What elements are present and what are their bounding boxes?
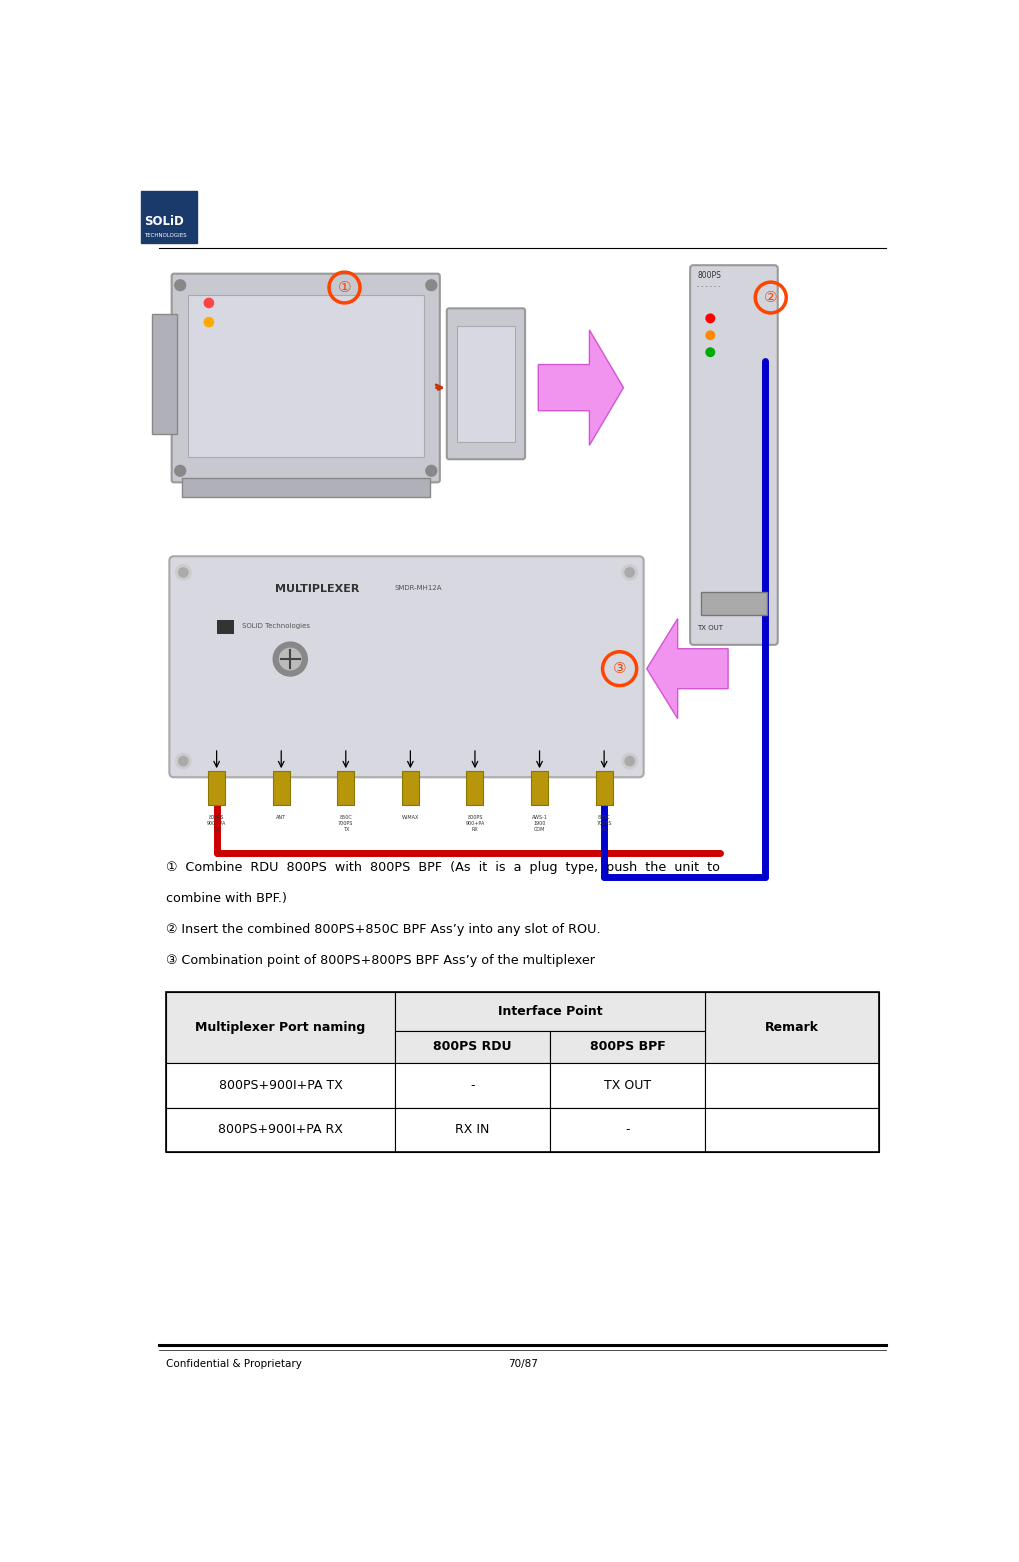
Text: Interface Point: Interface Point (497, 1004, 601, 1018)
Bar (595, 772, 612, 804)
Text: TX OUT: TX OUT (603, 1079, 650, 1092)
Text: -: - (625, 1123, 629, 1137)
Text: 800PS BPF: 800PS BPF (589, 1040, 664, 1053)
Text: 800PS+900I+PA TX: 800PS+900I+PA TX (218, 1079, 342, 1092)
Text: 800PS
900+PA
TX: 800PS 900+PA TX (207, 815, 226, 831)
Circle shape (204, 298, 213, 308)
Circle shape (622, 565, 637, 580)
FancyBboxPatch shape (690, 266, 776, 645)
Text: WIMAX: WIMAX (401, 815, 419, 820)
Bar (394, 1107, 549, 1153)
Bar (394, 992, 704, 1031)
Text: SMDR-MH12A: SMDR-MH12A (394, 586, 442, 590)
Text: ③: ③ (612, 661, 626, 676)
Bar (704, 1062, 878, 1107)
Text: 800PS
900+PA
RX: 800PS 900+PA RX (465, 815, 484, 831)
Bar (531, 772, 547, 804)
Circle shape (178, 756, 187, 765)
Bar (166, 992, 878, 1153)
Circle shape (175, 753, 191, 769)
Bar (166, 261, 887, 826)
FancyBboxPatch shape (171, 273, 439, 483)
Bar (272, 772, 289, 804)
Circle shape (175, 565, 191, 580)
Bar (704, 1107, 878, 1153)
Text: SOLiD: SOLiD (144, 216, 183, 228)
Bar (142, 191, 197, 242)
Text: ② Insert the combined 800PS+850C BPF Ass’y into any slot of ROU.: ② Insert the combined 800PS+850C BPF Ass… (166, 923, 600, 936)
Circle shape (178, 569, 187, 576)
Text: 70/87: 70/87 (507, 1359, 537, 1370)
Bar (152, 314, 177, 434)
Circle shape (204, 317, 213, 326)
Text: TECHNOLOGIES: TECHNOLOGIES (144, 233, 186, 237)
Circle shape (279, 648, 301, 670)
Text: SOLID Technologies: SOLID Technologies (242, 623, 310, 629)
Bar (549, 1107, 704, 1153)
Bar (394, 1031, 549, 1062)
Bar (704, 992, 878, 1062)
Text: 800PS RDU: 800PS RDU (433, 1040, 512, 1053)
Bar (549, 1062, 704, 1107)
Text: ①: ① (337, 280, 351, 295)
Bar (457, 326, 515, 442)
Circle shape (625, 569, 634, 576)
Circle shape (705, 314, 714, 323)
Bar (216, 620, 233, 634)
Bar (466, 772, 483, 804)
Text: 800PS+900I+PA RX: 800PS+900I+PA RX (218, 1123, 342, 1137)
Bar (208, 772, 225, 804)
Circle shape (625, 756, 634, 765)
Text: Confidential & Proprietary: Confidential & Proprietary (166, 1359, 302, 1370)
Bar (166, 1107, 394, 1153)
Circle shape (426, 280, 436, 291)
Circle shape (174, 465, 185, 476)
Text: ①  Combine  RDU  800PS  with  800PS  BPF  (As  it  is  a  plug  type,  push  the: ① Combine RDU 800PS with 800PS BPF (As i… (166, 861, 719, 875)
Text: Remark: Remark (764, 1022, 818, 1034)
Circle shape (705, 331, 714, 339)
Text: MULTIPLEXER: MULTIPLEXER (274, 584, 359, 594)
Polygon shape (646, 619, 728, 719)
FancyBboxPatch shape (169, 556, 643, 778)
Circle shape (622, 753, 637, 769)
Text: 850C
700PS
RX: 850C 700PS RX (596, 815, 611, 831)
Circle shape (705, 348, 714, 356)
FancyBboxPatch shape (446, 308, 525, 459)
Bar (181, 478, 429, 497)
Polygon shape (538, 330, 623, 445)
Text: 800PS: 800PS (696, 270, 720, 280)
Circle shape (273, 642, 307, 676)
Text: -: - (470, 1079, 474, 1092)
Bar (166, 1062, 394, 1107)
Circle shape (174, 280, 185, 291)
Text: ANT: ANT (276, 815, 286, 820)
Bar (401, 772, 419, 804)
Text: TX OUT: TX OUT (696, 625, 722, 631)
Bar (549, 1031, 704, 1062)
Text: RX IN: RX IN (454, 1123, 489, 1137)
Bar (187, 295, 423, 458)
Text: ②: ② (763, 291, 776, 305)
Bar (337, 772, 354, 804)
Bar (394, 1062, 549, 1107)
Text: AWS-1
1900
COM: AWS-1 1900 COM (531, 815, 547, 831)
Text: ③ Combination point of 800PS+800PS BPF Ass’y of the multiplexer: ③ Combination point of 800PS+800PS BPF A… (166, 953, 595, 967)
Text: - - - - - -: - - - - - - (696, 284, 719, 289)
Text: combine with BPF.): combine with BPF.) (166, 892, 286, 904)
Bar (700, 592, 766, 615)
Bar (166, 992, 394, 1062)
Text: Multiplexer Port naming: Multiplexer Port naming (196, 1022, 366, 1034)
Text: 850C
700PS
TX: 850C 700PS TX (337, 815, 354, 831)
Circle shape (426, 465, 436, 476)
